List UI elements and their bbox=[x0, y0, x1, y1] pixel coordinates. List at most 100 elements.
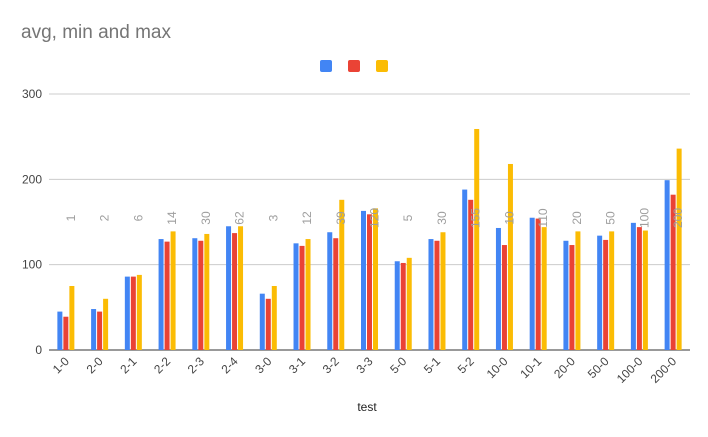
data-label: 3 bbox=[266, 214, 280, 221]
bar-1-0-series-3 bbox=[69, 286, 75, 350]
bar-200-0-series-2 bbox=[670, 194, 676, 350]
x-tick-label: 2-1 bbox=[117, 354, 139, 376]
bar-200-0-series-3 bbox=[676, 148, 682, 350]
data-label: 39 bbox=[334, 211, 348, 225]
x-tick-label: 100-0 bbox=[614, 354, 646, 386]
x-tick-label: 3-3 bbox=[353, 354, 375, 376]
bar-3-1-series-3 bbox=[305, 239, 311, 350]
bar-3-3-series-3 bbox=[373, 208, 378, 350]
bar-2-4-series-2 bbox=[232, 233, 238, 350]
data-label: 20 bbox=[570, 211, 584, 225]
bar-10-0-series-3 bbox=[507, 163, 513, 350]
data-label: 62 bbox=[233, 211, 247, 225]
data-labels: 1 2 6 14 30 62 3 12 39 120 5 30 155 10 110 20 50 100 200 bbox=[64, 208, 685, 228]
y-axis-ticks: 0 100 200 300 bbox=[22, 87, 42, 357]
data-label: 155 bbox=[469, 208, 483, 228]
bar-2-1-series-1 bbox=[124, 276, 130, 350]
bar-10-1-series-3 bbox=[541, 227, 547, 350]
bar-5-1-series-3 bbox=[440, 232, 446, 350]
bar-20-0-series-1 bbox=[563, 240, 569, 350]
bar-3-3-series-1 bbox=[361, 210, 366, 350]
y-tick-label: 300 bbox=[22, 87, 42, 101]
x-tick-label: 10-1 bbox=[517, 354, 544, 381]
bar-20-0-series-3 bbox=[575, 231, 581, 350]
bar-10-0-series-1 bbox=[495, 227, 501, 350]
data-label: 12 bbox=[300, 211, 314, 225]
bar-5-0-series-3 bbox=[406, 257, 412, 350]
bar-2-2-series-2 bbox=[164, 241, 170, 350]
bar-5-0-series-1 bbox=[394, 261, 400, 350]
data-label: 110 bbox=[536, 208, 550, 227]
y-tick-label: 100 bbox=[22, 258, 42, 272]
bar-100-0-series-2 bbox=[636, 227, 642, 350]
bar-100-0-series-3 bbox=[642, 230, 648, 350]
bar-20-0-series-2 bbox=[569, 245, 575, 350]
bar-10-1-series-2 bbox=[535, 218, 541, 350]
bar-200-0-series-1 bbox=[664, 180, 670, 350]
x-tick-label: 3-2 bbox=[320, 354, 342, 376]
bar-3-1-series-1 bbox=[293, 243, 299, 350]
bar-3-2-series-1 bbox=[327, 232, 333, 350]
legend-swatch-series-2 bbox=[348, 60, 360, 72]
bar-5-1-series-1 bbox=[428, 239, 434, 350]
bar-2-3-series-3 bbox=[204, 233, 210, 350]
bar-2-2-series-1 bbox=[158, 239, 164, 350]
bar-1-0-series-2 bbox=[63, 316, 69, 350]
x-tick-label: 20-0 bbox=[551, 354, 578, 381]
legend-swatch-series-3 bbox=[376, 60, 388, 72]
chart-title: avg, min and max bbox=[21, 22, 171, 43]
bar-50-0-series-1 bbox=[597, 235, 603, 350]
x-tick-label: 2-0 bbox=[84, 354, 106, 376]
bar-100-0-series-1 bbox=[630, 222, 636, 350]
bar-5-0-series-2 bbox=[400, 262, 406, 350]
bar-2-3-series-1 bbox=[192, 238, 198, 350]
bar-5-2-series-2 bbox=[468, 199, 474, 350]
bar-10-1-series-1 bbox=[529, 217, 535, 350]
data-label: 100 bbox=[637, 208, 651, 228]
x-axis-ticks: 1-0 2-0 2-1 2-2 2-3 2-4 3-0 3-1 3-2 3-3 5-0 5-1 5-2 1… bbox=[50, 354, 680, 386]
data-label: 14 bbox=[165, 211, 179, 225]
x-tick-label: 2-2 bbox=[151, 354, 173, 376]
bar-2-0-series-3 bbox=[103, 298, 109, 350]
bar-3-2-series-3 bbox=[339, 199, 345, 350]
x-tick-label: 3-1 bbox=[286, 354, 308, 376]
bar-2-2-series-3 bbox=[170, 231, 176, 350]
y-tick-label: 200 bbox=[22, 172, 42, 186]
bar-2-4-series-3 bbox=[238, 226, 244, 350]
bar-3-0-series-3 bbox=[271, 286, 277, 350]
bar-3-0-series-1 bbox=[259, 293, 265, 350]
legend-swatch-series-1 bbox=[320, 60, 332, 72]
x-tick-label: 5-2 bbox=[455, 354, 477, 376]
data-label: 200 bbox=[671, 208, 685, 228]
bar-5-1-series-2 bbox=[434, 240, 440, 350]
x-tick-label: 10-0 bbox=[484, 354, 511, 381]
bar-marks bbox=[57, 128, 682, 350]
x-tick-label: 1-0 bbox=[50, 354, 72, 376]
legend bbox=[320, 60, 388, 72]
data-label: 30 bbox=[199, 211, 213, 225]
x-tick-label: 2-3 bbox=[185, 354, 207, 376]
bar-3-3-series-2 bbox=[367, 214, 372, 350]
bar-2-3-series-2 bbox=[198, 240, 204, 350]
bar-10-0-series-2 bbox=[501, 245, 507, 350]
bar-2-0-series-2 bbox=[97, 311, 103, 350]
x-tick-label: 5-0 bbox=[387, 354, 409, 376]
data-label: 30 bbox=[435, 211, 449, 225]
data-label: 120 bbox=[368, 208, 382, 228]
x-tick-label: 3-0 bbox=[252, 354, 274, 376]
bar-2-0-series-1 bbox=[91, 309, 97, 350]
bar-5-2-series-3 bbox=[474, 128, 480, 350]
data-label: 5 bbox=[401, 214, 415, 221]
data-label: 10 bbox=[502, 211, 516, 225]
x-tick-label: 50-0 bbox=[585, 354, 612, 381]
bar-50-0-series-2 bbox=[603, 239, 609, 350]
bar-2-4-series-1 bbox=[226, 226, 232, 350]
bar-5-2-series-1 bbox=[462, 189, 468, 350]
bar-50-0-series-3 bbox=[609, 231, 615, 350]
data-label: 2 bbox=[98, 214, 112, 221]
y-tick-label: 0 bbox=[35, 343, 42, 357]
bar-3-1-series-2 bbox=[299, 245, 305, 350]
bar-3-0-series-2 bbox=[265, 298, 271, 350]
x-tick-label: 2-4 bbox=[219, 354, 241, 376]
